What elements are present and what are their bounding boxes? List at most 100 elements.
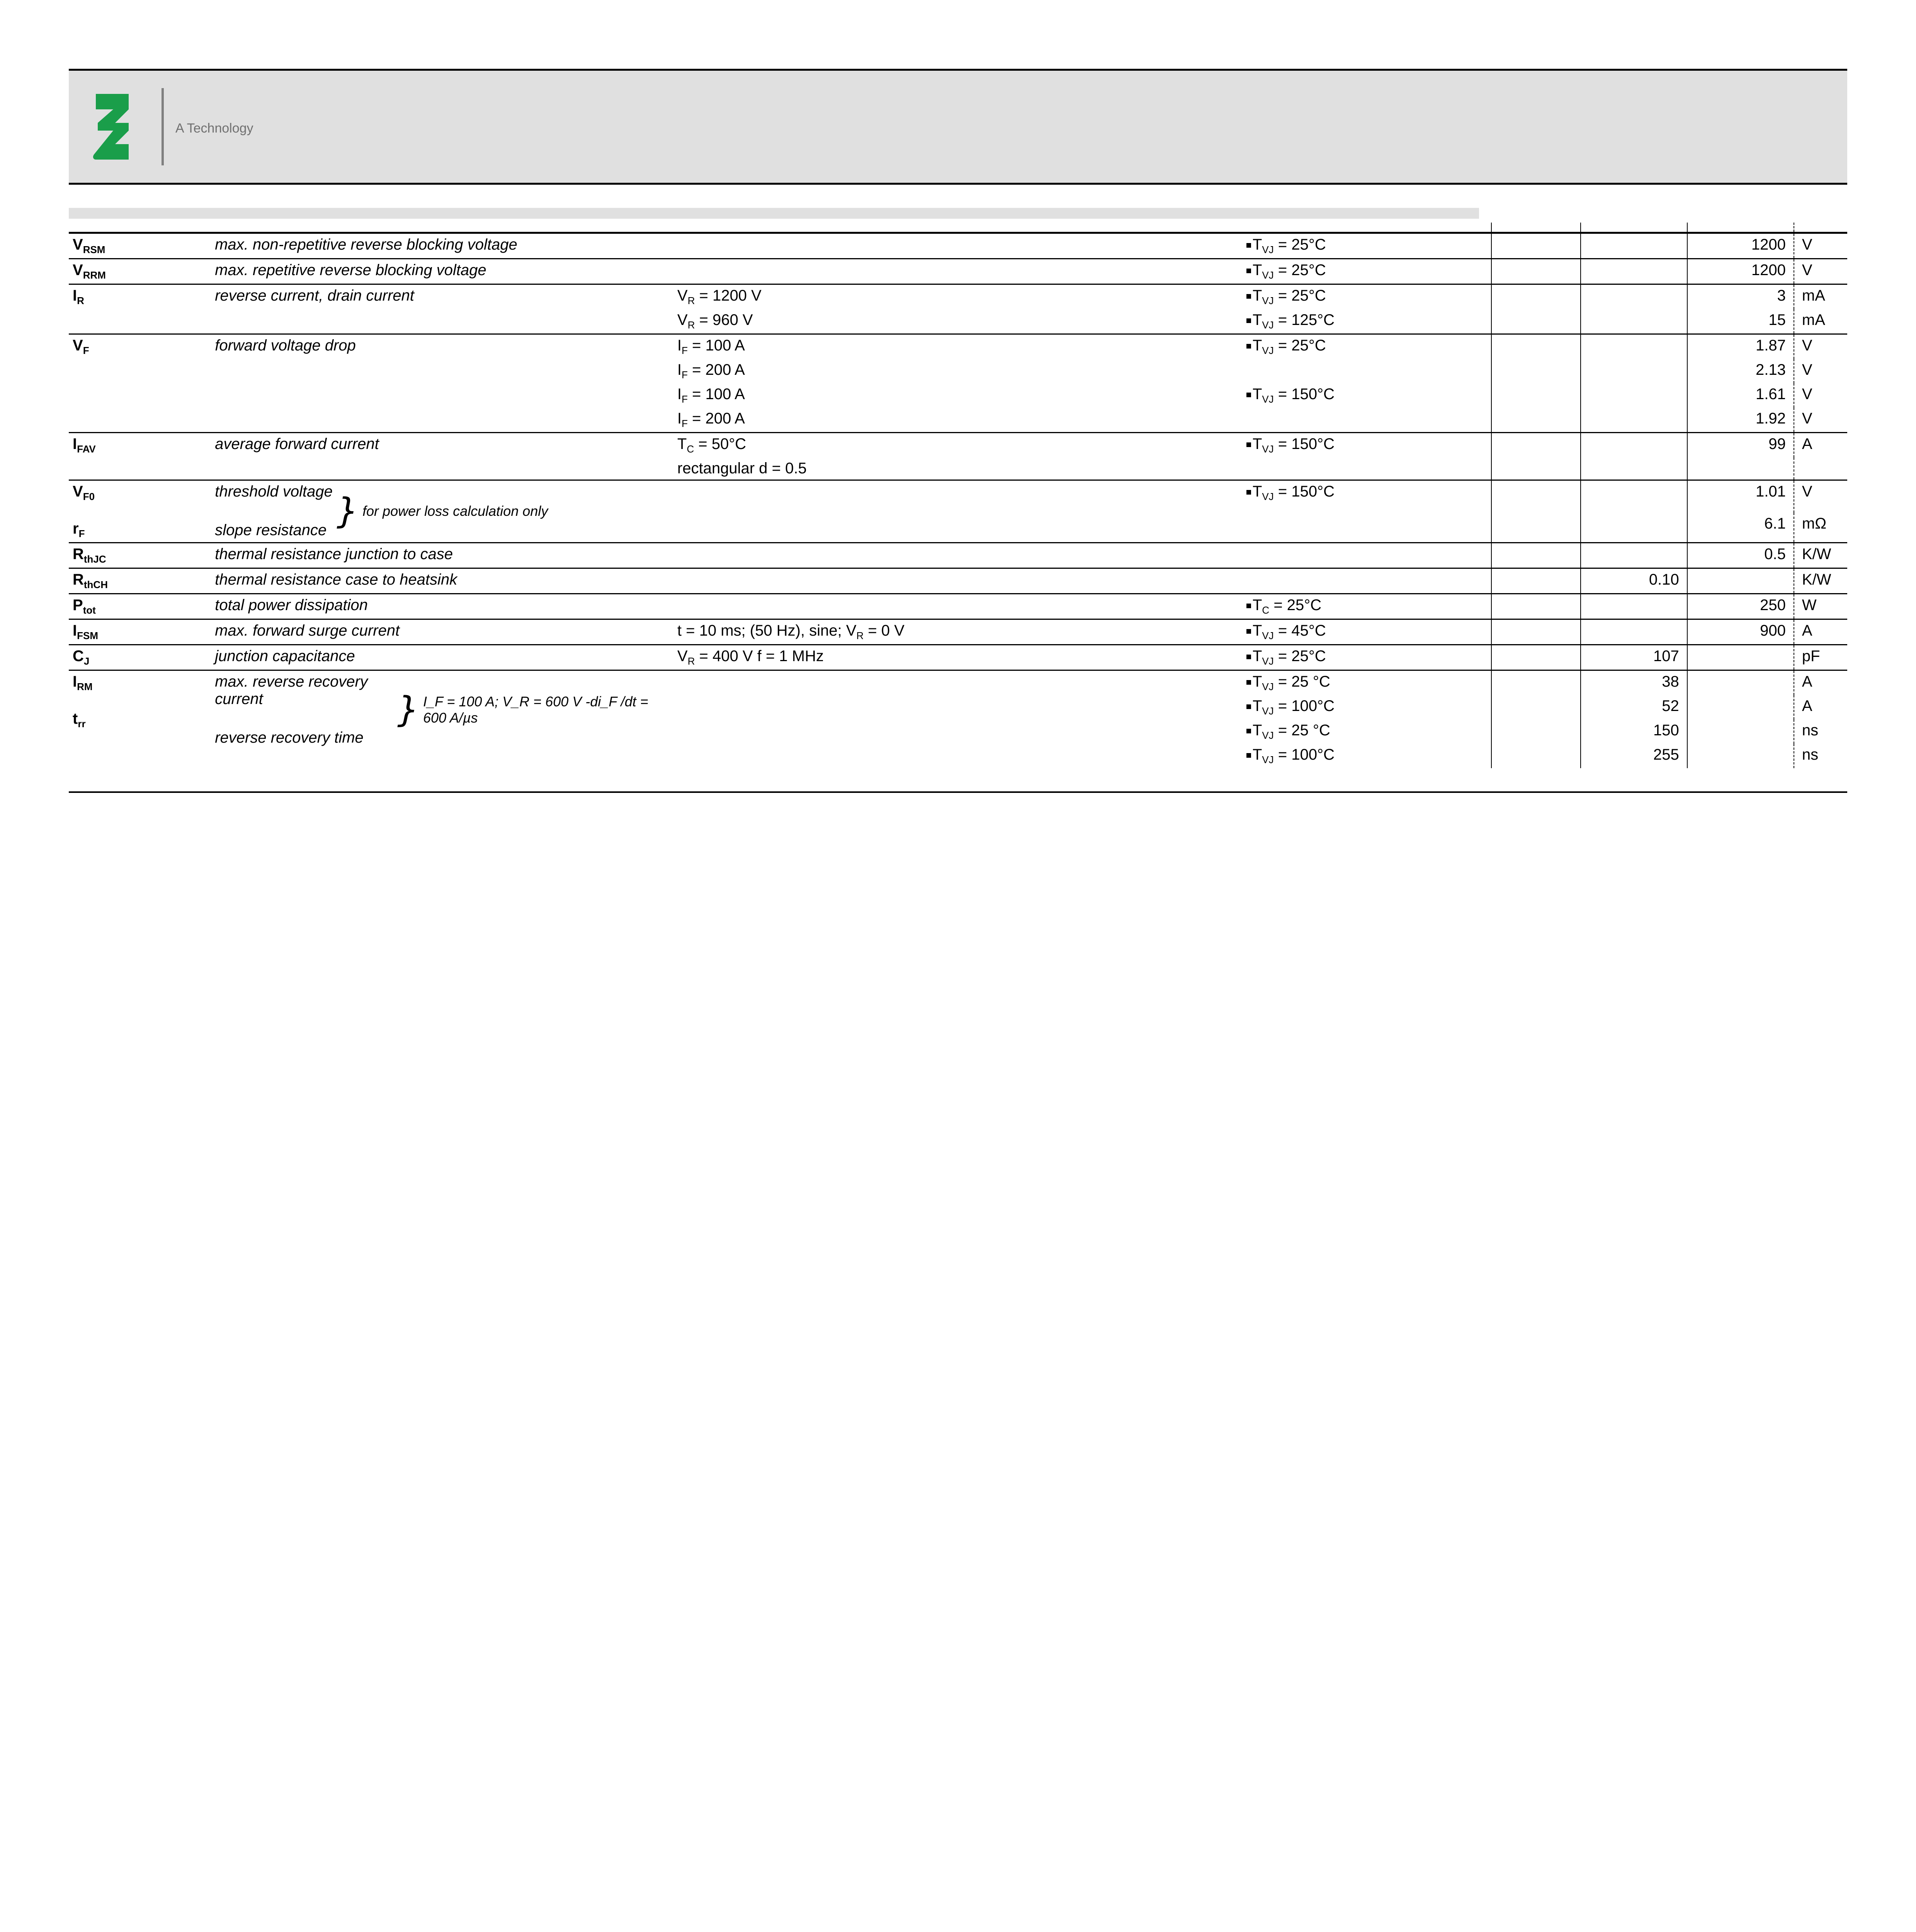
cell-typ — [1581, 619, 1687, 645]
cell-temp: TVJ = 25°C — [1243, 259, 1491, 284]
cell-max — [1687, 670, 1794, 696]
cell-max: 6.1 — [1687, 513, 1794, 543]
cell-typ — [1581, 457, 1687, 480]
cell-definition: thermal resistance case to heatsink — [211, 568, 673, 594]
table-row: IFSM max. forward surge current t = 10 ms;… — [69, 619, 1847, 645]
cell-min — [1491, 619, 1580, 645]
cell-condition-text: VR = 400 V f = 1 MHz — [673, 645, 1243, 670]
cell-definition: max. reverse recovery current reverse re… — [211, 670, 673, 769]
cell-temp: TVJ = 25°C — [1243, 233, 1491, 259]
cell-max: 0.5 — [1687, 543, 1794, 568]
col-header-min — [1491, 223, 1580, 233]
cell-temp: TVJ = 100°C — [1243, 695, 1491, 719]
cell-unit: V — [1794, 480, 1847, 513]
cell-condition-text — [673, 259, 1243, 284]
cell-max — [1687, 719, 1794, 744]
brand-text-block: A Technology — [175, 118, 253, 136]
cell-typ — [1581, 513, 1687, 543]
cell-temp — [1243, 543, 1491, 568]
cell-unit: ns — [1794, 719, 1847, 744]
cell-unit: K/W — [1794, 568, 1847, 594]
cell-definition: max. repetitive reverse blocking voltage — [211, 259, 673, 284]
cell-symbol: RthCH — [69, 568, 211, 594]
cell-max: 99 — [1687, 433, 1794, 458]
cell-temp: TVJ = 25°C — [1243, 645, 1491, 670]
brand-subtitle: A Technology — [175, 121, 253, 136]
cell-max: 3 — [1687, 284, 1794, 310]
cell-unit: A — [1794, 433, 1847, 458]
col-header-max — [1687, 223, 1794, 233]
cell-max: 1.01 — [1687, 480, 1794, 513]
cell-condition-text: VR = 1200 V — [673, 284, 1243, 310]
cell-unit: V — [1794, 383, 1847, 408]
cell-typ: 52 — [1581, 695, 1687, 719]
cell-temp: TVJ = 150°C — [1243, 383, 1491, 408]
cell-typ — [1581, 334, 1687, 359]
cell-unit: K/W — [1794, 543, 1847, 568]
cell-symbol: IFSM — [69, 619, 211, 645]
cell-min — [1491, 457, 1580, 480]
header-divider — [162, 88, 164, 165]
cell-condition-text: TC = 50°C — [673, 433, 1243, 458]
cell-condition-text: IF = 100 A — [673, 383, 1243, 408]
cell-condition-text — [673, 568, 1243, 594]
cell-min — [1491, 284, 1580, 310]
cell-max — [1687, 744, 1794, 768]
cell-temp: TVJ = 125°C — [1243, 309, 1491, 334]
cell-temp — [1243, 513, 1491, 543]
cell-condition-text — [673, 670, 1243, 696]
cell-typ: 150 — [1581, 719, 1687, 744]
cell-symbol: Ptot — [69, 594, 211, 619]
cell-min — [1491, 670, 1580, 696]
cell-condition-text: VR = 960 V — [673, 309, 1243, 334]
table-row: Ptot total power dissipation TC = 25°C 250 W — [69, 594, 1847, 619]
cell-min — [1491, 695, 1580, 719]
cell-definition: average forward current — [211, 433, 673, 480]
cell-max: 1.92 — [1687, 408, 1794, 433]
cell-temp: TVJ = 150°C — [1243, 480, 1491, 513]
cell-typ — [1581, 543, 1687, 568]
cell-unit: V — [1794, 408, 1847, 433]
cell-definition: junction capacitance — [211, 645, 673, 670]
table-row: RthJC thermal resistance junction to case… — [69, 543, 1847, 568]
cell-min — [1491, 719, 1580, 744]
section-bar — [69, 208, 1847, 219]
cell-typ — [1581, 480, 1687, 513]
cell-max: 2.13 — [1687, 359, 1794, 383]
cell-temp — [1243, 359, 1491, 383]
cell-max: 250 — [1687, 594, 1794, 619]
cell-unit: V — [1794, 233, 1847, 259]
cell-typ: 38 — [1581, 670, 1687, 696]
cell-temp: TC = 25°C — [1243, 594, 1491, 619]
cell-min — [1491, 233, 1580, 259]
cell-temp: TVJ = 25 °C — [1243, 719, 1491, 744]
cell-min — [1491, 433, 1580, 458]
table-row: RthCH thermal resistance case to heatsink… — [69, 568, 1847, 594]
cell-temp: TVJ = 100°C — [1243, 744, 1491, 768]
cell-unit: A — [1794, 619, 1847, 645]
cell-unit: A — [1794, 670, 1847, 696]
table-row: VF0 rF threshold voltage slope resistance… — [69, 480, 1847, 513]
cell-condition-text — [673, 695, 1243, 719]
cell-typ — [1581, 433, 1687, 458]
cell-typ: 255 — [1581, 744, 1687, 768]
cell-typ — [1581, 383, 1687, 408]
cell-min — [1491, 334, 1580, 359]
cell-unit: V — [1794, 359, 1847, 383]
cell-symbol: CJ — [69, 645, 211, 670]
cell-max: 900 — [1687, 619, 1794, 645]
table-row: VRRM max. repetitive reverse blocking vol… — [69, 259, 1847, 284]
cell-temp: TVJ = 25°C — [1243, 334, 1491, 359]
cell-condition-text — [673, 594, 1243, 619]
cell-max — [1687, 457, 1794, 480]
ixys-logo-icon — [92, 88, 150, 165]
cell-temp: TVJ = 25 °C — [1243, 670, 1491, 696]
cell-max — [1687, 645, 1794, 670]
table-header-row — [69, 223, 1847, 233]
cell-min — [1491, 259, 1580, 284]
cell-condition-text: IF = 100 A — [673, 334, 1243, 359]
table-row: VF forward voltage drop IF = 100 A TVJ = 25… — [69, 334, 1847, 359]
cell-max — [1687, 695, 1794, 719]
cell-typ — [1581, 284, 1687, 310]
cell-unit: V — [1794, 334, 1847, 359]
